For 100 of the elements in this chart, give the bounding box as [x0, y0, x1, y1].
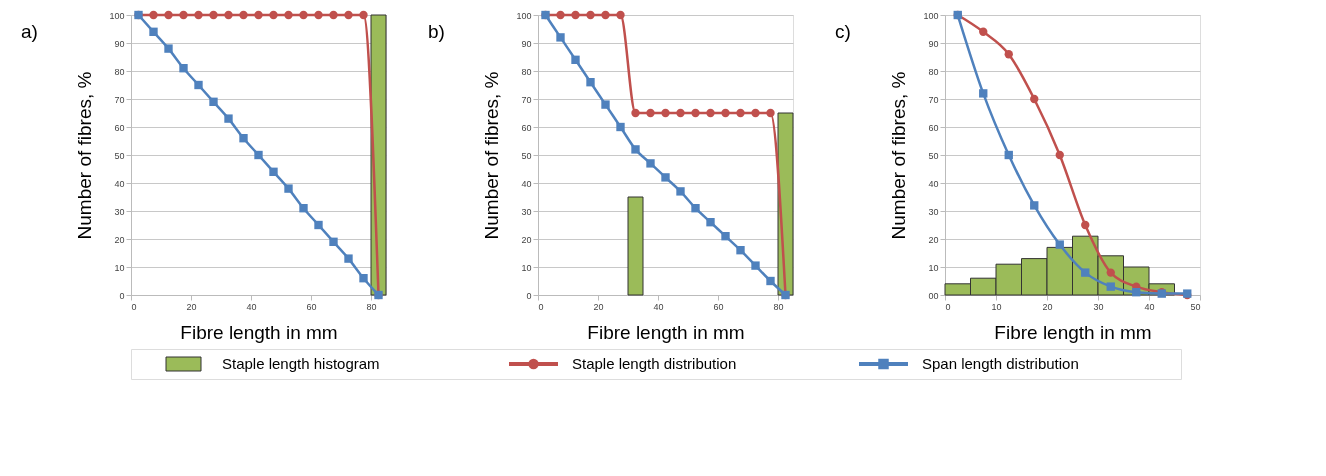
- point: [1004, 50, 1013, 59]
- y-tick-label: 10: [928, 262, 939, 273]
- point: [149, 27, 158, 36]
- x-axis-title: Fibre length in mm: [180, 321, 338, 343]
- point: [314, 220, 323, 230]
- point: [601, 10, 610, 20]
- point: [616, 122, 625, 132]
- point: [766, 276, 775, 286]
- point: [194, 80, 203, 90]
- point: [631, 108, 640, 118]
- x-tick-label: 40: [246, 301, 257, 312]
- point: [179, 64, 188, 73]
- y-tick-label: 80: [928, 66, 939, 77]
- point: [224, 114, 233, 123]
- y-tick-label: 20: [928, 234, 939, 245]
- y-axis-title: Number of fibres, %: [74, 71, 96, 240]
- x-tick-label: 80: [366, 301, 377, 312]
- point: [239, 10, 248, 20]
- point: [344, 10, 353, 20]
- y-tick-label: 90: [521, 38, 532, 49]
- point: [209, 97, 218, 106]
- y-tick-label: 0: [526, 290, 532, 301]
- point: [571, 10, 580, 20]
- y-tick-label: 90: [928, 38, 939, 49]
- chart-title: a): [20, 20, 38, 42]
- x-tick-label: 0: [538, 301, 544, 312]
- point: [224, 10, 233, 20]
- point: [631, 145, 640, 154]
- point: [314, 10, 323, 20]
- y-tick-label: 80: [114, 66, 125, 77]
- x-tick-label: 40: [653, 301, 664, 312]
- point: [1081, 220, 1090, 230]
- point: [254, 150, 263, 160]
- point: [1030, 94, 1039, 104]
- point: [736, 108, 745, 118]
- chart-title: b): [427, 20, 445, 42]
- y-tick-label: 60: [114, 122, 125, 133]
- y-tick-label: 40: [521, 178, 532, 189]
- y-tick-label: 60: [521, 122, 532, 133]
- point: [254, 10, 263, 20]
- point: [179, 10, 188, 20]
- point: [721, 108, 730, 118]
- y-tick-label: 30: [114, 206, 125, 217]
- legend-label: Staple length distribution: [572, 355, 737, 372]
- point: [1055, 150, 1064, 160]
- x-tick-label: 20: [186, 301, 197, 312]
- x-tick-label: 0: [131, 301, 137, 312]
- point: [359, 10, 368, 20]
- x-tick-label: 20: [1042, 301, 1053, 312]
- y-axis-title: Number of fibres, %: [888, 71, 910, 240]
- point: [586, 78, 595, 87]
- point: [164, 10, 173, 20]
- x-tick-label: 20: [593, 301, 604, 312]
- y-axis-title: Number of fibres, %: [481, 71, 503, 240]
- point: [661, 108, 670, 118]
- point: [646, 108, 655, 118]
- x-tick-label: 10: [991, 301, 1002, 312]
- point: [766, 108, 775, 118]
- point: [751, 261, 760, 270]
- point: [1081, 268, 1090, 277]
- y-tick-label: 60: [928, 122, 939, 133]
- point: [1055, 240, 1064, 249]
- y-tick-label: 70: [114, 94, 125, 105]
- point: [736, 246, 745, 255]
- point: [979, 89, 988, 98]
- point: [1030, 201, 1039, 210]
- x-tick-label: 30: [1093, 301, 1104, 312]
- y-tick-label: 00: [928, 290, 939, 301]
- point: [706, 218, 715, 227]
- point: [149, 10, 158, 20]
- point: [691, 108, 700, 118]
- x-tick-label: 60: [713, 301, 724, 312]
- y-tick-label: 40: [114, 178, 125, 189]
- y-tick-label: 30: [928, 206, 939, 217]
- y-tick-label: 50: [114, 150, 125, 161]
- point: [601, 100, 610, 109]
- y-tick-label: 0: [119, 290, 125, 301]
- x-axis-title: Fibre length in mm: [994, 321, 1152, 343]
- point: [209, 10, 218, 20]
- y-tick-label: 10: [114, 262, 125, 273]
- point: [751, 108, 760, 118]
- point: [299, 204, 308, 213]
- point: [1132, 288, 1141, 297]
- x-tick-label: 60: [306, 301, 317, 312]
- y-tick-label: 40: [928, 178, 939, 189]
- y-tick-label: 100: [109, 10, 125, 21]
- x-tick-label: 50: [1190, 301, 1201, 312]
- x-tick-label: 0: [945, 301, 951, 312]
- point: [616, 10, 625, 20]
- point: [164, 44, 173, 53]
- y-tick-label: 70: [521, 94, 532, 105]
- point: [556, 33, 565, 42]
- point: [284, 184, 293, 193]
- point: [571, 55, 580, 64]
- y-tick-label: 50: [928, 150, 939, 161]
- point: [661, 173, 670, 182]
- point: [359, 274, 368, 283]
- point: [344, 254, 353, 263]
- point: [1106, 282, 1115, 291]
- y-tick-label: 20: [114, 234, 125, 245]
